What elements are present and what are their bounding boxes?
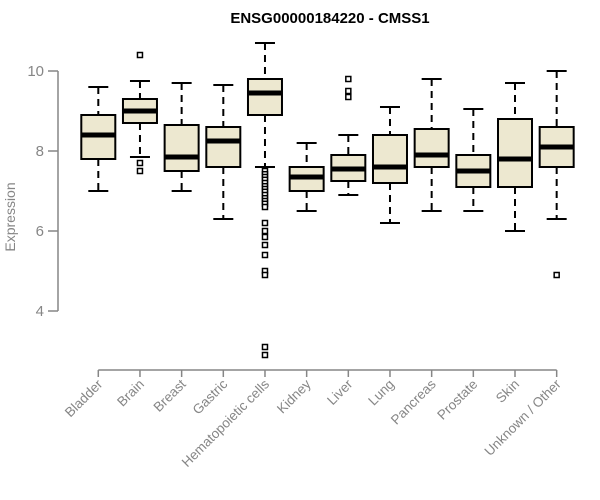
y-tick-label: 8 (36, 143, 44, 160)
category-label-liver: Liver (324, 376, 356, 408)
box-prostate (455, 108, 492, 212)
box-breast (163, 82, 200, 192)
box-liver (330, 75, 367, 196)
box-kidney (288, 142, 325, 212)
box-lung (371, 106, 408, 224)
outlier-point (261, 227, 269, 235)
y-tick-label: 10 (27, 63, 44, 80)
outlier-point (261, 233, 269, 241)
outlier-point (261, 343, 269, 351)
iqr-box (163, 124, 200, 172)
category-label-skin: Skin (493, 377, 522, 406)
box-pancreas (413, 78, 450, 212)
box-hematopoietic-cells (246, 42, 283, 359)
outlier-point (136, 51, 144, 59)
iqr-box (413, 128, 450, 168)
iqr-box (371, 134, 408, 184)
box-brain (121, 51, 158, 175)
box-bladder (80, 86, 117, 192)
category-label-brain: Brain (114, 377, 147, 410)
outlier-point (261, 241, 269, 249)
outlier-point (345, 87, 352, 95)
iqr-box (497, 118, 533, 188)
outlier-point (261, 203, 269, 211)
box-skin (497, 82, 533, 232)
category-label-prostate: Prostate (434, 377, 480, 423)
category-label-pancreas: Pancreas (388, 376, 439, 427)
outlier-point (136, 167, 144, 175)
plot-area: 4 6 8 10 Bladder Brain Breast GastricHematopoie… (27, 42, 575, 470)
y-axis: 4 6 8 10 (27, 63, 59, 320)
category-label-unknown-other: Unknown / Other (482, 376, 565, 459)
outlier-point (261, 219, 269, 227)
category-label-gastric: Gastric (190, 376, 231, 417)
outlier-point (345, 75, 352, 83)
y-tick-label: 4 (36, 303, 44, 320)
category-label-bladder: Bladder (62, 376, 106, 420)
outlier-point (261, 351, 269, 359)
outlier-point (345, 93, 352, 101)
chart-title: ENSG00000184220 - CMSS1 (230, 10, 429, 27)
outlier-point (261, 271, 269, 279)
y-axis-label: Expression (2, 182, 18, 251)
iqr-box (205, 126, 242, 168)
category-label-kidney: Kidney (274, 376, 314, 416)
outlier-point (261, 251, 269, 259)
box-gastric (205, 84, 242, 220)
category-label-lung: Lung (365, 377, 397, 409)
box-unknown-other (538, 70, 575, 279)
y-tick-label: 6 (36, 223, 44, 240)
outlier-point (136, 159, 144, 167)
iqr-box (246, 78, 283, 116)
category-label-breast: Breast (151, 376, 189, 414)
outlier-point (553, 271, 560, 279)
